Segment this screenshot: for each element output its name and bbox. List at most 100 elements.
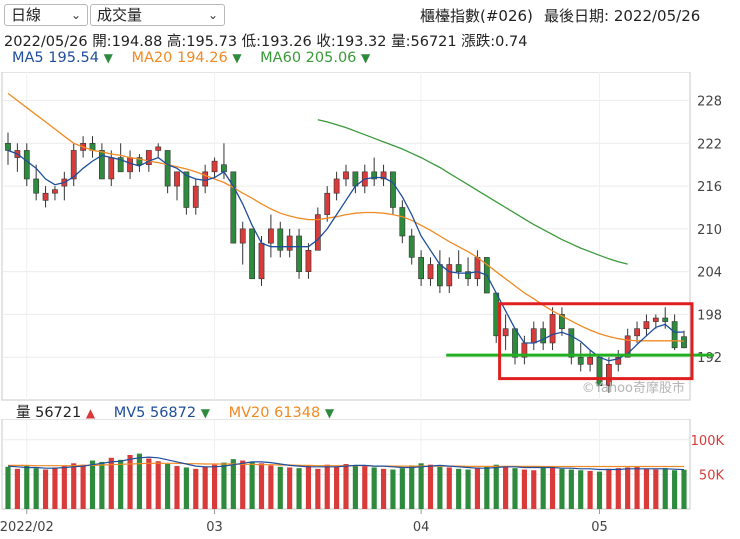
candle: [624, 328, 631, 358]
indicator-select[interactable]: 成交量 ⌄: [90, 4, 225, 26]
x-tick-label: 03: [206, 520, 223, 535]
candle: [136, 154, 143, 172]
up-arrow-icon: ▲: [85, 406, 96, 420]
period-select-value: 日線: [11, 6, 42, 24]
candle-body: [652, 317, 659, 322]
candle: [549, 307, 556, 351]
volume-legend: 量 56721 ▲ MV5 56872 ▼ MV20 61348 ▼: [16, 401, 348, 422]
candle-body: [136, 157, 143, 165]
volume-bar: [362, 466, 368, 509]
volume-bar: [474, 467, 481, 509]
candle: [390, 171, 396, 215]
candle: [380, 164, 387, 187]
candle-body: [681, 336, 687, 349]
ma5-line: [7, 149, 685, 362]
volume-bar: [643, 468, 650, 509]
candle-body: [512, 328, 518, 358]
ohlc-change: 漲跌:0.74: [461, 34, 528, 50]
candle: [446, 257, 453, 294]
price-tick-label: 216: [697, 180, 722, 195]
volume-bar: [606, 468, 612, 509]
ohlc-volume: 量:56721: [391, 34, 457, 50]
candle-body: [549, 314, 556, 344]
volume-bar: [549, 467, 556, 509]
ma20-line: [7, 92, 685, 342]
candle: [230, 171, 237, 244]
period-select[interactable]: 日線 ⌄: [4, 4, 88, 26]
candle-body: [192, 185, 199, 208]
mv5-label: MV5: [113, 405, 146, 421]
candle-body: [33, 178, 40, 194]
down-arrow-icon: ▼: [103, 51, 113, 65]
volume-bar: [672, 470, 678, 509]
candle-body: [474, 257, 481, 280]
candle-body: [643, 321, 650, 329]
volume-bar: [681, 469, 687, 509]
candle: [643, 314, 650, 336]
candle: [559, 307, 565, 336]
volume-chart[interactable]: 100K 50K 2022/02 03 04 05: [0, 419, 740, 539]
volume-bar: [512, 468, 518, 509]
price-plot-frame: [1, 72, 691, 401]
candle: [427, 257, 434, 286]
volume-bar: [118, 459, 124, 509]
ma20-value: 194.26: [176, 50, 228, 66]
candle: [465, 257, 471, 286]
volume-bar: [108, 457, 114, 509]
volume-bar: [352, 465, 358, 509]
ohlc-low: 低:193.26: [241, 34, 312, 50]
last-date-label: 最後日期: 2022/05/26: [544, 7, 701, 25]
candle: [455, 250, 462, 279]
volume-bar: [127, 455, 133, 509]
candle: [568, 328, 575, 365]
candle-body: [634, 328, 640, 337]
mv5-legend: MV5 56872 ▼: [114, 405, 215, 421]
ma60-label: MA60: [260, 50, 302, 66]
mv20-legend: MV20 61348 ▼: [229, 405, 334, 421]
price-tick-label: 228: [697, 95, 722, 110]
candle-body: [23, 150, 30, 180]
candle-body: [52, 189, 58, 194]
candle: [164, 150, 171, 194]
volume-bar: [80, 464, 86, 509]
volume-bar: [305, 466, 312, 509]
candle: [418, 250, 424, 286]
volume-bar: [456, 468, 462, 509]
candle-body: [296, 235, 302, 272]
candle-body: [502, 328, 509, 337]
volume-bar: [240, 460, 246, 509]
volume-bar: [221, 462, 227, 509]
price-tick-label: 210: [697, 223, 722, 238]
volume-bar: [437, 466, 443, 509]
candle-body: [343, 171, 349, 180]
volume-bar: [277, 466, 283, 509]
candle: [70, 143, 77, 187]
candle-body: [155, 146, 162, 151]
candle-body: [437, 264, 443, 287]
candle: [174, 171, 180, 201]
candle-body: [117, 157, 124, 173]
candle: [155, 143, 162, 158]
candle: [211, 157, 218, 179]
volume-bar: [136, 453, 143, 509]
x-tick-label: 04: [413, 520, 430, 535]
candle-body: [174, 171, 180, 187]
candle-body: [314, 214, 321, 251]
candle: [239, 221, 246, 265]
candle: [52, 186, 58, 201]
ma20-label: MA20: [131, 50, 173, 66]
candle: [23, 143, 30, 187]
candle: [343, 164, 349, 187]
down-arrow-icon: ▼: [324, 406, 335, 420]
volume-bar: [503, 466, 509, 509]
volume-bar: [399, 468, 405, 509]
volume-bar: [71, 463, 77, 509]
price-chart[interactable]: 228 222 216 210 204 198 192 ©Yahoo奇摩股市: [0, 72, 740, 402]
candle-body: [202, 171, 209, 187]
candle-body: [333, 178, 340, 194]
x-tick-label: 2022/02: [0, 520, 54, 535]
candle-body: [70, 150, 77, 180]
candle-body: [127, 157, 133, 173]
volume-bar: [587, 470, 593, 509]
volume-bar: [5, 466, 11, 509]
